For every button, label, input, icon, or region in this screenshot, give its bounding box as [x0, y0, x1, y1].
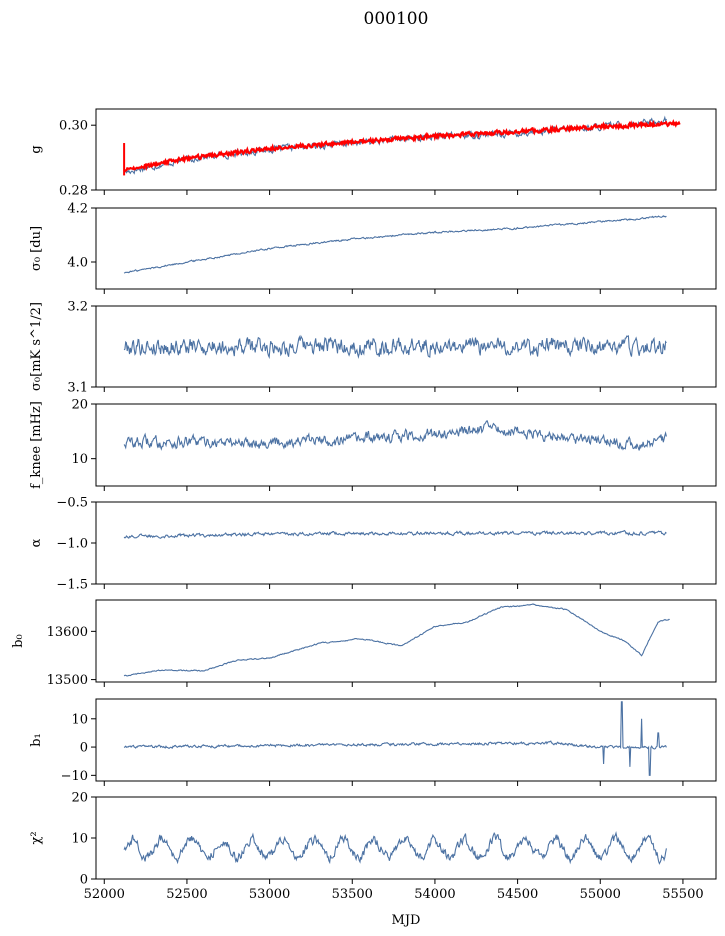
y-axis-label-chi2: χ²: [29, 831, 44, 844]
panel-g: 0.28 0.30 g: [29, 108, 717, 199]
y-tick-label-alpha: −1.0: [56, 537, 88, 552]
y-tick-label-alpha: −0.5: [56, 496, 88, 511]
panel-sigma0_mks: 3.1 3.2 σ₀[mK s^1/2]: [29, 300, 717, 396]
y-axis-label-b1: b₁: [29, 733, 44, 747]
x-tick-label: 54500: [497, 887, 538, 902]
y-tick-label-chi2: 10: [71, 832, 88, 847]
panel-alpha: −1.5 −1.0 −0.5 α: [29, 496, 717, 593]
fit-line-g: [123, 118, 681, 173]
y-tick-label-sigma0_du: 4.2: [67, 202, 88, 217]
x-tick-label: 53500: [332, 887, 373, 902]
y-axis-label-sigma0_du: σ₀ [du]: [29, 226, 44, 271]
y-tick-label-sigma0_mks: 3.1: [67, 381, 88, 396]
y-tick-label-g: 0.28: [59, 184, 88, 199]
series-line-b1: [123, 701, 667, 776]
x-tick-label: 54000: [414, 887, 455, 902]
plot-frame-alpha: [95, 501, 717, 585]
panel-chi2: 0 10 20 52000 52500 53000 53500 54000 54500 55000…: [29, 791, 717, 902]
x-tick-label: 52500: [166, 887, 207, 902]
y-tick-label-b1: 0: [80, 741, 88, 756]
y-axis-label-b0: b₀: [11, 634, 26, 648]
y-tick-label-fknee: 20: [71, 398, 88, 413]
figure-title: 000100: [364, 9, 429, 29]
y-tick-label-b1: −10: [61, 769, 88, 784]
y-tick-label-g: 0.30: [59, 119, 88, 134]
y-axis-label-g: g: [29, 145, 44, 153]
series-line-sigma0_mks: [123, 334, 667, 360]
y-tick-label-sigma0_du: 4.0: [67, 256, 88, 271]
y-axis-label-fknee: f_knee [mHz]: [29, 401, 44, 489]
x-tick-label: 52000: [84, 887, 125, 902]
y-tick-label-sigma0_mks: 3.2: [67, 300, 88, 315]
y-tick-label-chi2: 0: [80, 873, 88, 888]
plot-frame-g: [95, 108, 717, 191]
y-tick-label-alpha: −1.5: [56, 578, 88, 593]
series-line-sigma0_du: [123, 215, 667, 274]
x-tick-label: 53000: [249, 887, 290, 902]
y-tick-label-b1: 10: [71, 712, 88, 727]
series-line-fknee: [123, 420, 667, 451]
series-line-alpha: [123, 529, 667, 539]
y-tick-label-b0: 13500: [47, 673, 88, 688]
y-tick-label-b0: 13600: [47, 625, 88, 640]
series-line-chi2: [123, 831, 667, 865]
x-axis-label: MJD: [392, 913, 421, 928]
y-tick-label-chi2: 20: [71, 791, 88, 806]
panel-fknee: 10 20 f_knee [mHz]: [29, 398, 717, 491]
y-tick-label-fknee: 10: [71, 452, 88, 467]
panels: 0.28 0.30 g 4.0 4.2 σ₀ [du] 3.1 3.2 σ₀[mK s^1/2]…: [11, 108, 717, 902]
panel-b0: 13500 13600 b₀: [11, 599, 717, 688]
y-axis-label-sigma0_mks: σ₀[mK s^1/2]: [29, 302, 44, 391]
plot-frame-fknee: [95, 403, 717, 487]
panel-sigma0_du: 4.0 4.2 σ₀ [du]: [29, 202, 717, 294]
plot-frame-sigma0_du: [95, 207, 717, 290]
y-axis-label-alpha: α: [29, 538, 44, 547]
panel-b1: −10 0 10 b₁: [29, 698, 717, 786]
x-tick-label: 55500: [662, 887, 703, 902]
x-tick-label: 55000: [580, 887, 621, 902]
plot-frame-b1: [95, 698, 717, 782]
series-line-b0: [123, 603, 670, 677]
plot-frame-sigma0_mks: [95, 305, 717, 388]
plot-frame-b0: [95, 599, 717, 683]
